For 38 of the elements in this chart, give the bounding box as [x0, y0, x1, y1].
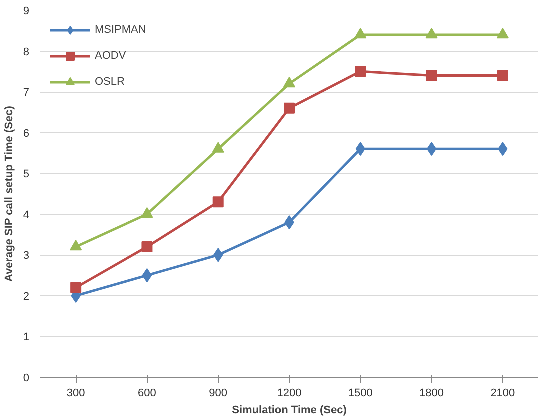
point	[496, 28, 509, 39]
point	[284, 77, 296, 88]
x-tick-label: 2100	[490, 388, 516, 400]
legend-label: AODV	[95, 50, 126, 62]
point	[70, 282, 82, 294]
y-axis-title: Average SIP call setup Time (Sec)	[3, 106, 16, 282]
y-tick-label: 5	[23, 168, 30, 181]
x-tick-label: 300	[66, 388, 86, 400]
point	[212, 142, 224, 153]
legend-label: OSLR	[95, 76, 125, 88]
point	[142, 268, 152, 283]
y-tick-label: 9	[23, 6, 30, 18]
y-tick-label: 2	[23, 290, 30, 303]
y-tick-label: 4	[23, 209, 30, 222]
y-tick-label: 7	[23, 87, 30, 100]
x-tick-label: 600	[138, 388, 156, 400]
point	[497, 70, 508, 82]
y-tick-label: 8	[23, 46, 30, 58]
point	[70, 240, 82, 251]
point	[142, 242, 153, 253]
x-axis-title: Simulation Time (Sec)	[232, 404, 348, 416]
x-tick-label: 900	[209, 388, 228, 400]
point	[212, 196, 224, 208]
point	[354, 28, 367, 39]
x-tick-label: 1500	[348, 388, 373, 400]
point	[355, 66, 366, 78]
y-tick-label: 1	[23, 332, 30, 344]
legend-label: MSIPMAN	[95, 24, 146, 36]
point	[426, 28, 438, 39]
point	[141, 208, 154, 218]
x-tick-label: 1800	[420, 388, 444, 400]
y-tick-label: 6	[23, 128, 30, 140]
y-tick-label: 3	[23, 250, 30, 262]
x-tick-label: 1200	[277, 388, 302, 400]
y-tick-label: 0	[23, 372, 30, 384]
point	[426, 142, 437, 156]
point	[426, 70, 438, 82]
point	[284, 102, 295, 114]
